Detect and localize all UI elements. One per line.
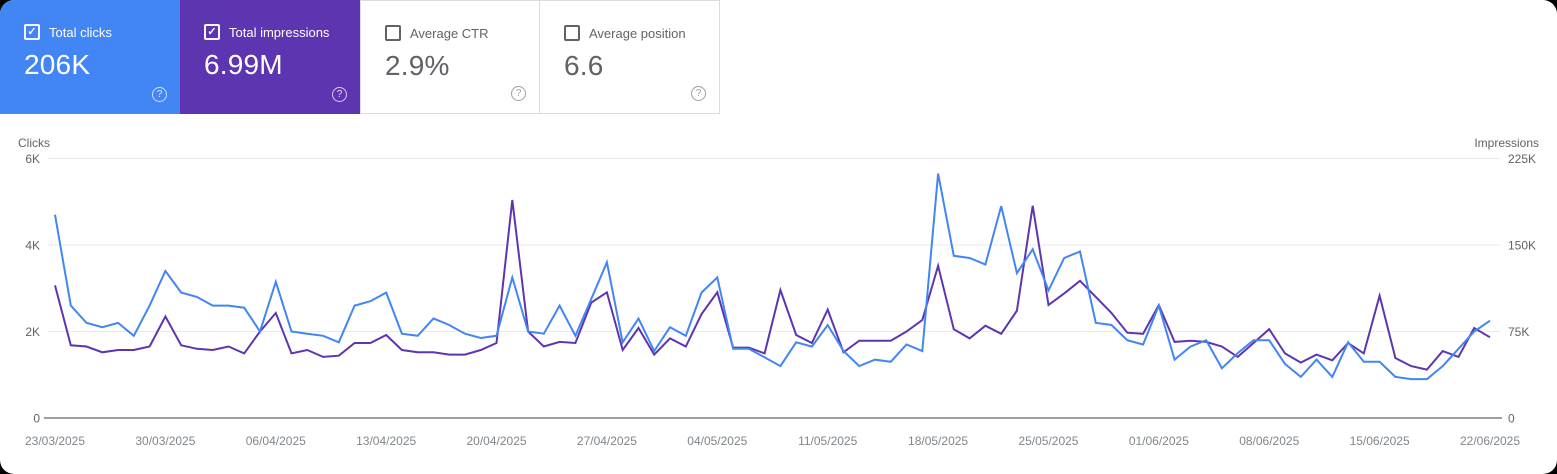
average-position-value: 6.6 xyxy=(564,50,604,81)
x-axis-date-label: 25/05/2025 xyxy=(1018,434,1078,448)
x-axis-date-label: 22/06/2025 xyxy=(1460,434,1520,448)
total-clicks-checkbox[interactable] xyxy=(24,24,40,40)
right-axis-tick: 225K xyxy=(1508,152,1536,166)
x-axis-date-label: 11/05/2025 xyxy=(798,434,857,448)
card-total-impressions[interactable]: Total impressions 6.99M ? xyxy=(180,0,360,114)
x-axis-date-label: 30/03/2025 xyxy=(135,434,195,448)
card-average-ctr[interactable]: Average CTR 2.9% ? xyxy=(360,0,540,114)
right-axis-tick: 75K xyxy=(1508,325,1529,339)
left-axis-title: Clicks xyxy=(18,136,50,150)
impressions-line xyxy=(54,199,1491,371)
right-axis-title: Impressions xyxy=(1474,136,1539,150)
left-axis-tick: 6K xyxy=(25,152,40,166)
card-label: Total impressions xyxy=(229,24,330,40)
x-axis-date-label: 18/05/2025 xyxy=(908,434,968,448)
chart-canvas[interactable]: Clicks Impressions 6K 225K 4K 150K 2K 75K 0 0 23/0… xyxy=(0,115,1557,474)
help-icon[interactable]: ? xyxy=(332,87,347,102)
x-axis-date-label: 01/06/2025 xyxy=(1129,434,1189,448)
clicks-line xyxy=(54,173,1491,381)
x-axis-date-label: 23/03/2025 xyxy=(25,434,85,448)
total-impressions-checkbox[interactable] xyxy=(204,24,220,40)
x-axis-date-label: 13/04/2025 xyxy=(356,434,416,448)
x-axis-date-label: 20/04/2025 xyxy=(467,434,527,448)
total-impressions-value: 6.99M xyxy=(204,49,283,80)
x-axis-date-label: 08/06/2025 xyxy=(1239,434,1299,448)
card-label: Total clicks xyxy=(49,24,112,40)
total-clicks-value: 206K xyxy=(24,49,91,80)
average-position-checkbox[interactable] xyxy=(564,25,580,41)
help-icon[interactable]: ? xyxy=(691,86,706,101)
card-label: Average CTR xyxy=(410,25,489,41)
x-axis-date-label: 06/04/2025 xyxy=(246,434,306,448)
x-axis-date-label: 04/05/2025 xyxy=(687,434,747,448)
left-axis-tick: 0 xyxy=(33,412,40,426)
x-axis-date-label: 15/06/2025 xyxy=(1350,434,1410,448)
metric-cards: Total clicks 206K ? Total impressions 6.… xyxy=(0,0,720,114)
average-ctr-value: 2.9% xyxy=(385,50,450,81)
performance-chart[interactable]: Clicks Impressions 6K 225K 4K 150K 2K 75K 0 0 23/0… xyxy=(0,115,1557,474)
help-icon[interactable]: ? xyxy=(152,87,167,102)
right-axis-tick: 0 xyxy=(1508,412,1515,426)
average-ctr-checkbox[interactable] xyxy=(385,25,401,41)
card-label: Average position xyxy=(589,25,686,41)
x-axis-date-label: 27/04/2025 xyxy=(577,434,637,448)
right-axis-tick: 150K xyxy=(1508,239,1536,253)
card-total-clicks[interactable]: Total clicks 206K ? xyxy=(0,0,180,114)
left-axis-tick: 4K xyxy=(25,239,40,253)
help-icon[interactable]: ? xyxy=(511,86,526,101)
left-axis-tick: 2K xyxy=(25,325,40,339)
card-average-position[interactable]: Average position 6.6 ? xyxy=(540,0,720,114)
